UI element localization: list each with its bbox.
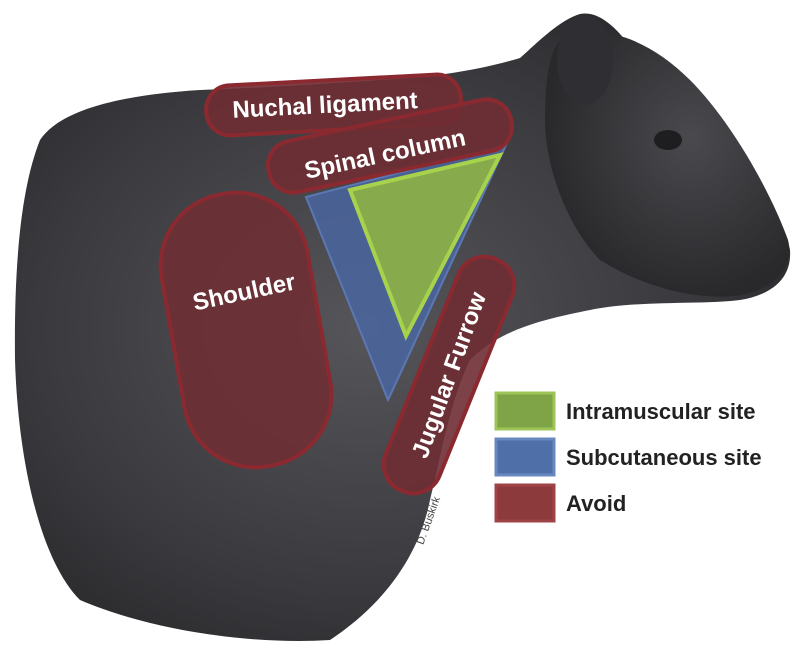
calf-head — [545, 32, 790, 297]
legend-label-subcutaneous: Subcutaneous site — [566, 445, 762, 470]
legend-swatch-subcutaneous — [494, 437, 556, 477]
shoulder-region: Shoulder — [158, 190, 334, 470]
legend-label-intramuscular: Intramuscular site — [566, 399, 756, 424]
calf-ear — [557, 15, 613, 105]
legend: Intramuscular site Subcutaneous site Avo… — [494, 391, 762, 523]
legend-swatch-intramuscular — [494, 391, 556, 431]
calf-eye — [654, 130, 682, 150]
intramuscular-site-region — [347, 152, 504, 341]
legend-swatch-avoid — [494, 483, 556, 523]
legend-label-avoid: Avoid — [566, 491, 626, 516]
